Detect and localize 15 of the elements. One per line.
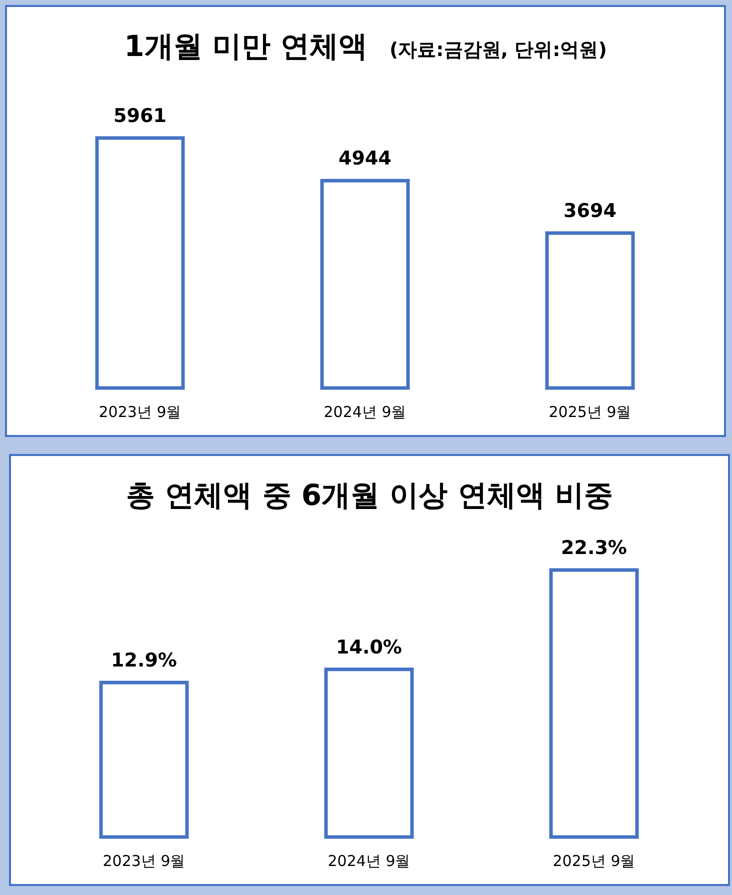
x-tick-label: 2025년 9월 (548, 403, 632, 421)
x-tick-label: 2023년 9월 (98, 403, 182, 421)
data-label: 4944 (338, 148, 392, 170)
x-tick-label: 2023년 9월 (102, 852, 186, 870)
data-label: 3694 (564, 200, 616, 222)
data-label: 22.3% (561, 537, 627, 559)
data-label: 12.9% (111, 650, 177, 672)
chart-title: 총 연체액 중 6개월 이상 연체액 비중 (126, 478, 613, 512)
chart-title: 1개월 미만 연체액 (124, 29, 368, 63)
x-tick-label: 2024년 9월 (324, 403, 406, 421)
data-label: 14.0% (336, 636, 402, 658)
x-tick-label: 2025년 9월 (552, 852, 636, 870)
x-tick-label: 2024년 9월 (328, 852, 410, 870)
data-label: 5961 (114, 105, 166, 127)
chart-subtitle: (자료:금감원, 단위:억원) (389, 39, 607, 61)
